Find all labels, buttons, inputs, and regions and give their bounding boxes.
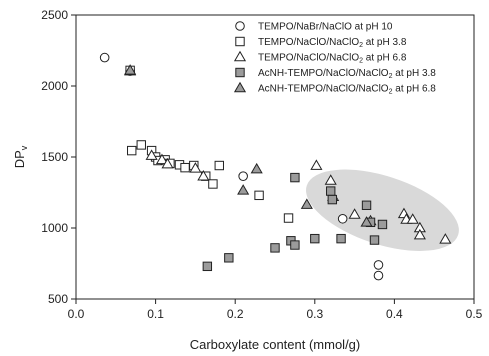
data-point (214, 160, 224, 171)
data-point (310, 233, 320, 244)
legend-label-tail: at pH 6.8 (363, 53, 407, 64)
data-point (202, 261, 213, 272)
legend-label-main: AcNH-TEMPO/NaClO/NaClO (258, 68, 389, 79)
data-point (127, 145, 137, 156)
data-point (373, 260, 384, 270)
legend-label: TEMPO/NaClO/NaClO2 at pH 3.8 (258, 37, 407, 49)
y-tick-label: 1500 (41, 150, 68, 164)
legend-label-subscript: 2 (389, 73, 393, 80)
y-axis-title: DPv (12, 145, 29, 168)
data-point (300, 198, 313, 209)
legend-marker (235, 36, 245, 47)
highlight-ellipse (306, 169, 459, 251)
y-tick-label: 1000 (41, 221, 68, 235)
data-point (254, 190, 264, 201)
y-tick-label: 2000 (41, 79, 68, 93)
highlight-ellipse-layer (306, 169, 459, 251)
data-point (238, 171, 248, 181)
data-point (377, 219, 388, 230)
x-tick-label: 0.0 (68, 307, 85, 321)
data-point (336, 233, 346, 244)
data-point (290, 240, 300, 250)
legend-marker (233, 81, 247, 93)
y-tick-label: 500 (48, 292, 68, 306)
data-point (348, 208, 361, 219)
data-point (161, 157, 174, 169)
legend-label: AcNH-TEMPO/NaClO/NaClO2 at pH 6.8 (258, 84, 436, 96)
legend-label-tail: at pH 6.8 (392, 84, 436, 95)
legend-label: AcNH-TEMPO/NaClO/NaClO2 at pH 3.8 (258, 68, 436, 80)
data-point (270, 243, 280, 253)
data-point (406, 213, 419, 224)
legend-label: TEMPO/NaClO/NaClO2 at pH 6.8 (258, 53, 407, 65)
legend-marker (235, 67, 245, 78)
data-point (250, 162, 263, 174)
points-layer (99, 52, 452, 281)
legend-marker (235, 21, 245, 31)
series-4 (202, 172, 388, 272)
data-point (324, 174, 337, 185)
legend-label-subscript: 2 (359, 58, 363, 65)
legend-label-subscript: 2 (389, 89, 393, 96)
x-tick-label: 0.4 (386, 307, 403, 321)
data-point (99, 52, 110, 63)
data-point (283, 213, 294, 223)
x-tick-label: 0.2 (227, 307, 244, 321)
series-5 (124, 64, 373, 227)
x-tick-label: 0.3 (306, 307, 323, 321)
data-point (197, 169, 210, 181)
data-point (439, 233, 452, 244)
data-point (310, 159, 323, 170)
y-axis-title-subscript: v (19, 145, 29, 150)
data-point (361, 200, 372, 210)
data-point (189, 162, 202, 173)
data-point (136, 140, 146, 150)
legend-label-tail: at pH 3.8 (392, 68, 436, 79)
legend: TEMPO/NaBr/NaClO at pH 10 TEMPO/NaClO/NaC… (233, 21, 436, 96)
x-tick-label: 0.1 (147, 307, 164, 321)
ticks-layer: 0.0 0.1 0.2 0.3 0.4 0.5 500 1000 1500 2000 2500 (41, 8, 482, 321)
legend-label-main: TEMPO/NaBr/NaClO at pH 10 (258, 22, 393, 33)
data-point (237, 184, 250, 195)
legend-label-tail: at pH 3.8 (363, 37, 407, 48)
legend-label-main: TEMPO/NaClO/NaClO (258, 37, 359, 48)
data-point (337, 213, 348, 224)
data-point (145, 149, 158, 160)
legend-label: TEMPO/NaBr/NaClO at pH 10 (258, 22, 393, 33)
data-point (155, 153, 169, 165)
x-tick-label: 0.5 (466, 307, 483, 321)
data-point (413, 228, 426, 240)
data-point (290, 172, 300, 183)
plot-frame (75, 14, 475, 300)
data-point (326, 186, 336, 196)
data-point (327, 194, 338, 205)
y-tick-label: 2500 (41, 8, 68, 22)
y-axis-title-main: DP (12, 150, 27, 168)
legend-label-main: TEMPO/NaClO/NaClO (258, 53, 359, 64)
data-point (360, 216, 373, 227)
x-axis-title: Carboxylate content (mmol/g) (190, 337, 361, 352)
data-point (369, 235, 380, 245)
data-point (180, 162, 190, 173)
data-point (208, 179, 218, 189)
legend-label-subscript: 2 (359, 42, 363, 49)
data-point (224, 253, 234, 263)
legend-label-main: AcNH-TEMPO/NaClO/NaClO (258, 84, 389, 95)
legend-marker (233, 50, 247, 62)
data-point (373, 270, 384, 281)
data-point (124, 64, 137, 75)
